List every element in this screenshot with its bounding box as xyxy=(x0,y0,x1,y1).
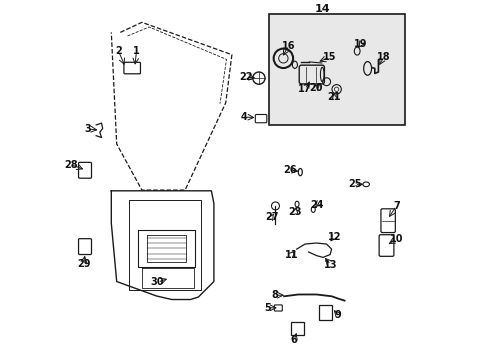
Text: 23: 23 xyxy=(288,207,302,217)
Text: 19: 19 xyxy=(354,39,367,49)
Text: 27: 27 xyxy=(264,212,278,222)
Text: 16: 16 xyxy=(281,41,295,51)
Text: 22: 22 xyxy=(238,72,252,82)
Text: 9: 9 xyxy=(334,310,341,320)
Bar xyxy=(318,305,331,320)
Text: 10: 10 xyxy=(389,234,402,244)
Text: 18: 18 xyxy=(377,51,390,62)
Text: 1: 1 xyxy=(133,46,140,56)
Text: 21: 21 xyxy=(327,92,341,102)
Text: 24: 24 xyxy=(310,200,324,210)
Text: 25: 25 xyxy=(347,179,361,189)
Text: 11: 11 xyxy=(284,250,298,260)
Text: 17: 17 xyxy=(298,84,311,94)
Text: 15: 15 xyxy=(323,52,336,62)
Text: 14: 14 xyxy=(315,4,330,14)
Text: 5: 5 xyxy=(264,303,271,313)
Bar xyxy=(290,322,303,335)
Text: 8: 8 xyxy=(271,290,278,300)
Text: 3: 3 xyxy=(84,124,91,134)
Text: 26: 26 xyxy=(282,165,296,175)
Text: 12: 12 xyxy=(327,231,341,242)
Text: 4: 4 xyxy=(241,112,247,122)
Text: 29: 29 xyxy=(77,258,90,269)
Text: 28: 28 xyxy=(64,159,78,170)
FancyBboxPatch shape xyxy=(268,14,404,125)
Text: 20: 20 xyxy=(308,83,322,93)
Text: 2: 2 xyxy=(115,46,122,56)
Text: 30: 30 xyxy=(150,277,164,287)
Text: 6: 6 xyxy=(290,335,297,345)
Text: 7: 7 xyxy=(392,201,399,211)
Text: 13: 13 xyxy=(324,260,337,270)
